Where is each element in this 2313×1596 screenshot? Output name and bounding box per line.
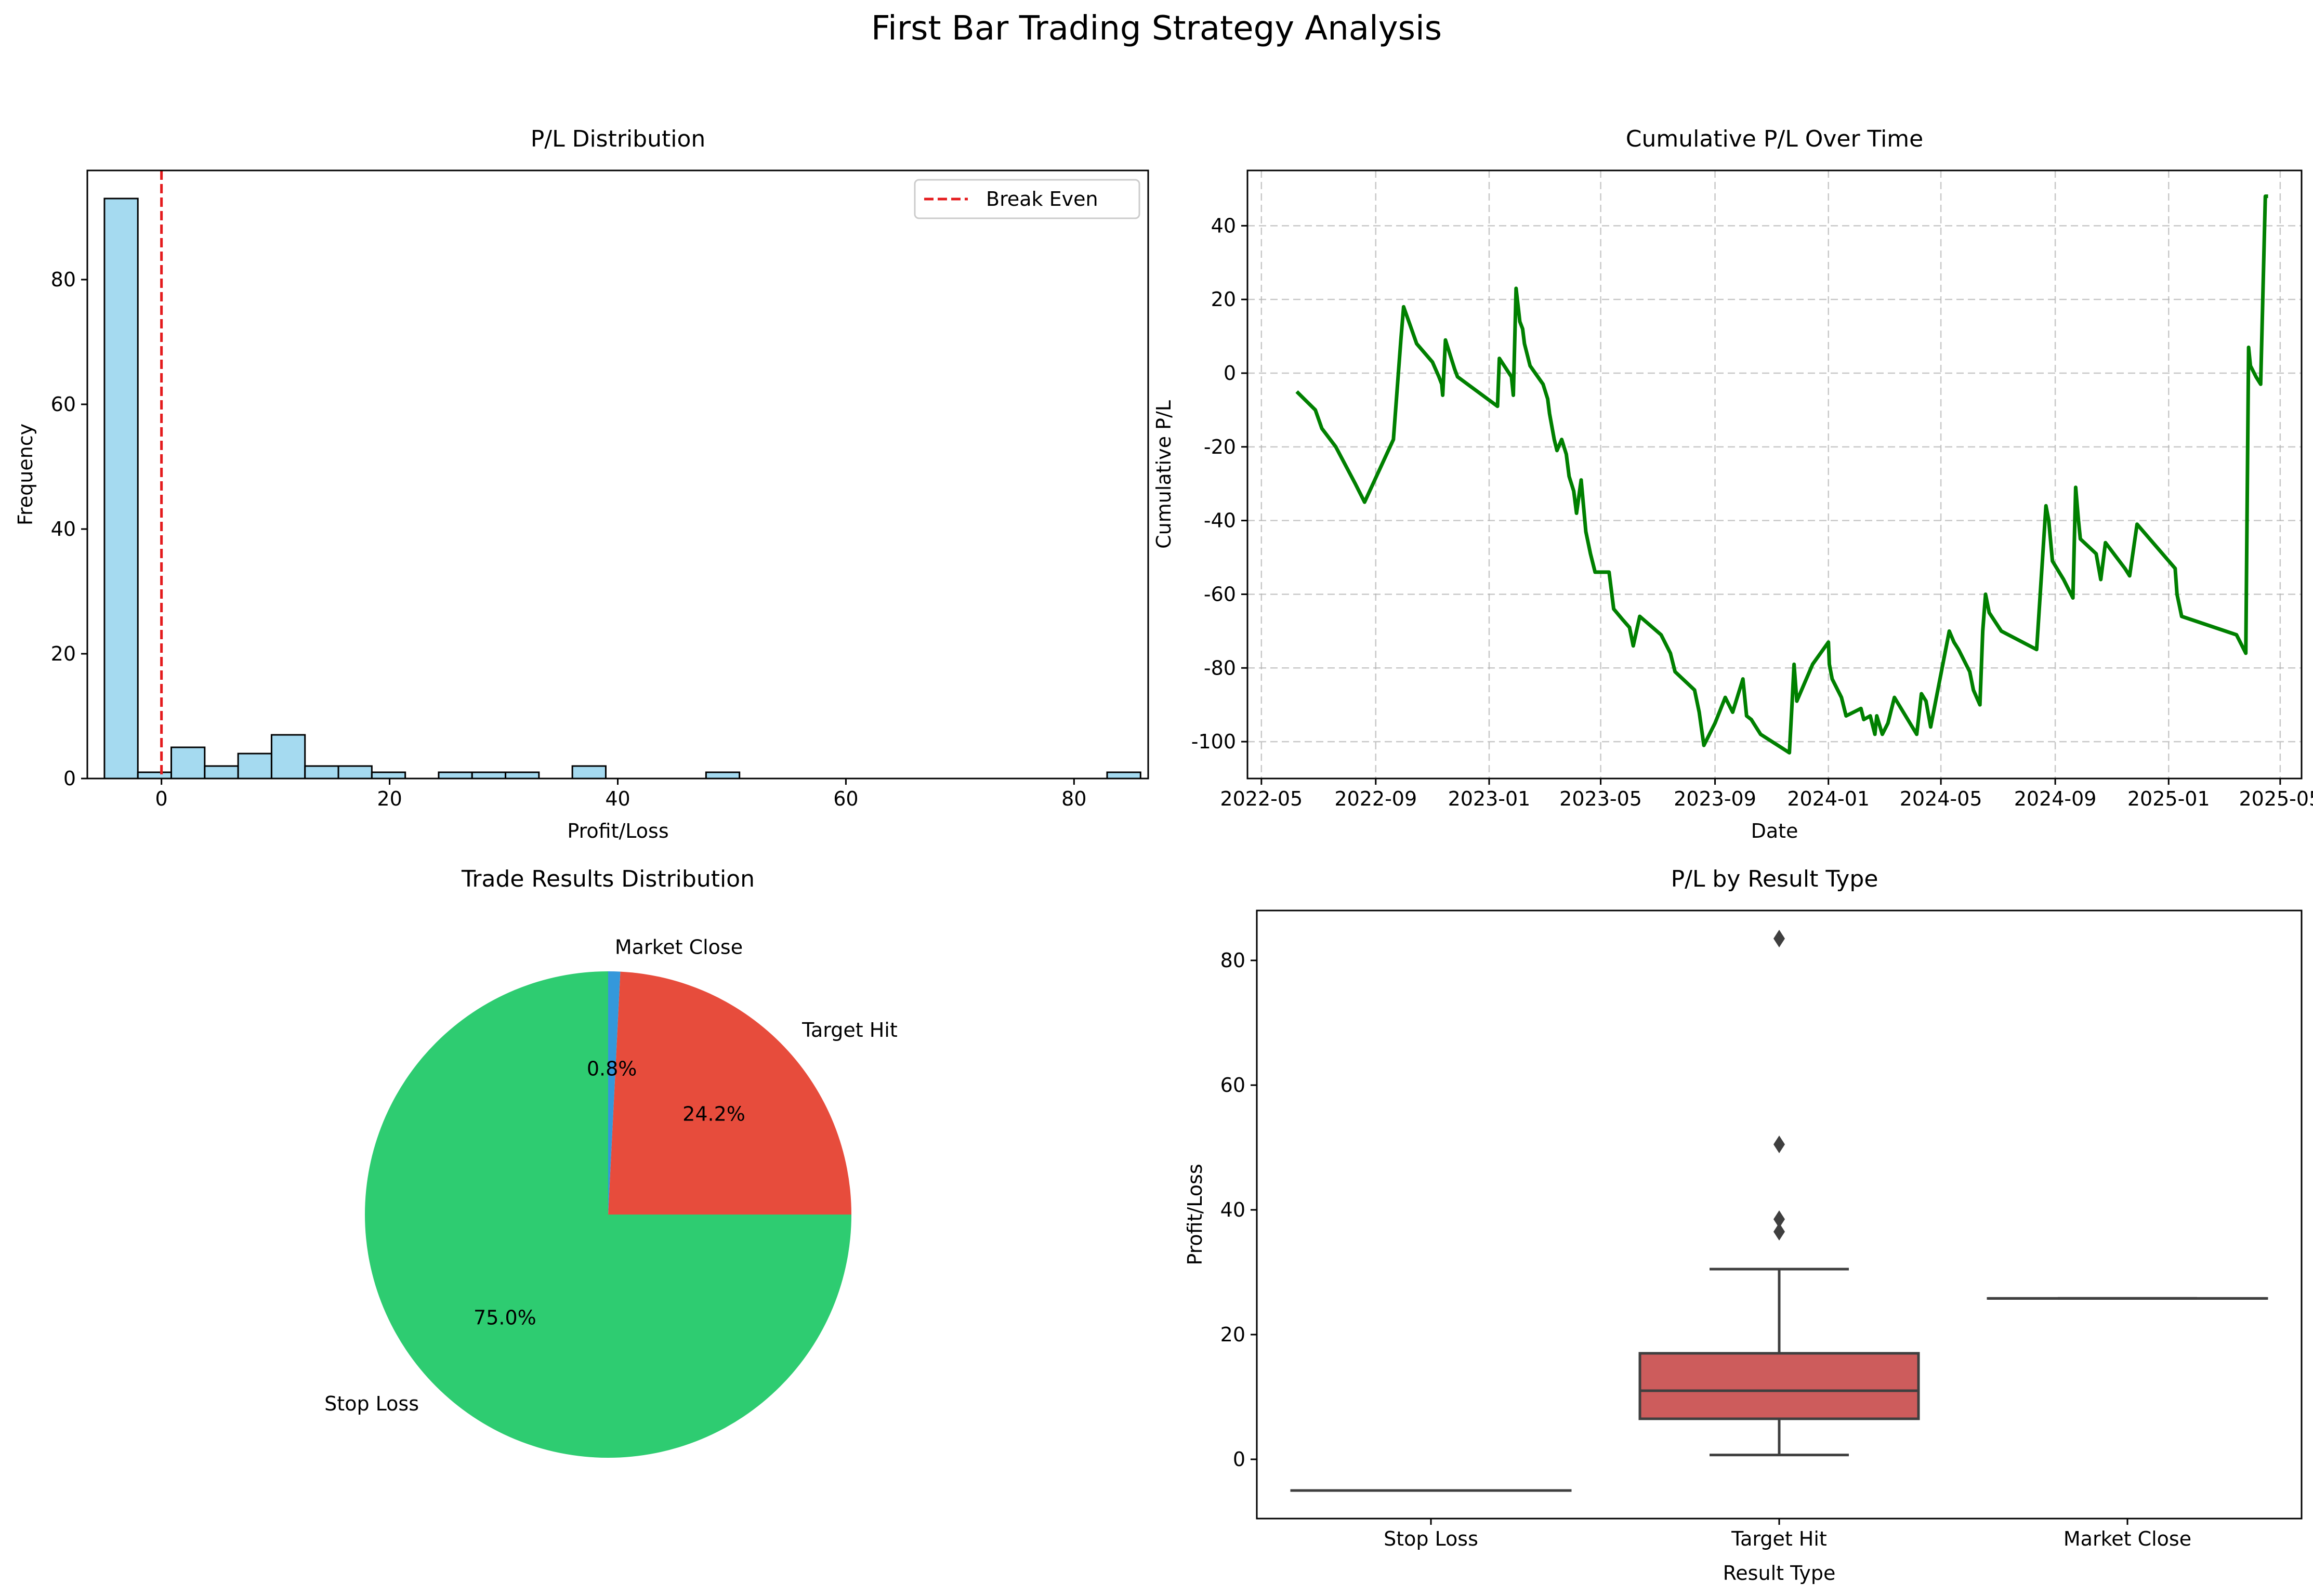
histogram-y-label: Frequency [14, 424, 37, 525]
histogram-bar [705, 771, 741, 780]
x-tick-label: 40 [605, 787, 630, 810]
box-x-label: Result Type [1723, 1562, 1836, 1585]
histogram-bar [438, 771, 473, 780]
line-frame [1246, 169, 2303, 780]
box-outlier [1773, 1210, 1785, 1228]
histogram-frame [86, 169, 1149, 780]
x-tick-label: Target Hit [1731, 1527, 1827, 1550]
y-tick-label: 0 [1233, 1448, 1245, 1471]
box-outlier [1773, 1223, 1785, 1241]
y-tick-label: -60 [1204, 583, 1236, 605]
x-tick-label: 0 [155, 787, 168, 810]
trade-results-pie-chart: Trade Results Distribution Stop Loss 75.0… [324, 866, 898, 1458]
histogram-legend: Break Even [914, 179, 1140, 219]
x-tick-label: 2025-05 [2239, 787, 2313, 810]
x-tick-label: 2023-05 [1559, 787, 1642, 810]
pie-title: Trade Results Distribution [461, 866, 755, 892]
y-tick-label: -40 [1204, 509, 1236, 532]
cumulative-pl-line [1295, 194, 2268, 755]
histogram-x-label: Profit/Loss [567, 820, 668, 842]
box-outlier [1773, 1136, 1785, 1153]
y-tick-label: 40 [51, 518, 76, 540]
line-y-label: Cumulative P/L [1152, 400, 1175, 549]
y-tick-label: -20 [1204, 436, 1236, 458]
pie-slice [608, 971, 851, 1215]
x-tick-label: 2024-05 [1900, 787, 1982, 810]
histogram-title: P/L Distribution [531, 126, 706, 152]
x-tick-label: Market Close [2064, 1527, 2191, 1550]
histogram-bar [371, 771, 406, 780]
histogram-bar [571, 765, 607, 780]
box-outlier [1773, 930, 1785, 947]
y-tick-label: -100 [1191, 730, 1236, 753]
histogram-bar [505, 771, 540, 780]
x-tick-label: 2024-09 [2014, 787, 2097, 810]
y-tick-label: 40 [1220, 1198, 1245, 1221]
histogram-bar [103, 197, 139, 780]
x-tick-label: 80 [1061, 787, 1086, 810]
line-x-label: Date [1751, 820, 1798, 842]
y-tick-label: 0 [1224, 362, 1236, 385]
box-iqr [1638, 1352, 1920, 1420]
y-tick-label: 20 [1220, 1323, 1245, 1346]
pie-pct-label: 75.0% [474, 1307, 536, 1329]
histogram-bar [237, 753, 272, 780]
line-title: Cumulative P/L Over Time [1626, 126, 1923, 152]
y-tick-label: 20 [1211, 288, 1236, 311]
histogram-bar [137, 771, 173, 780]
y-tick-label: 0 [63, 767, 76, 790]
histogram-bar [337, 765, 373, 780]
pie-slice-label: Target Hit [801, 1019, 898, 1041]
y-tick-label: 80 [51, 268, 76, 291]
pie-pct-label: 0.8% [587, 1057, 637, 1080]
box-y-label: Profit/Loss [1184, 1164, 1206, 1265]
pie-slice-label: Stop Loss [324, 1392, 419, 1415]
pie-slice [608, 971, 621, 1215]
y-tick-label: 40 [1211, 214, 1236, 237]
x-tick-label: 2023-01 [1448, 787, 1531, 810]
legend-break-even-label: Break Even [986, 188, 1098, 210]
y-tick-label: 20 [51, 642, 76, 665]
histogram-bar [270, 734, 306, 780]
y-tick-label: 80 [1220, 949, 1245, 972]
x-tick-label: 2022-09 [1334, 787, 1417, 810]
histogram-bar [170, 746, 206, 780]
pie-pct-label: 24.2% [682, 1103, 745, 1126]
histogram-bar [304, 765, 339, 780]
pl-by-result-type-chart: P/L by Result Type Stop Loss Target Hit Ma… [1184, 866, 2303, 1585]
figure-title: First Bar Trading Strategy Analysis [871, 9, 1442, 48]
y-tick-label: 60 [1220, 1074, 1245, 1097]
histogram-bar [471, 771, 507, 780]
histogram-bar [204, 765, 239, 780]
x-tick-label: 60 [833, 787, 858, 810]
y-tick-label: 60 [51, 393, 76, 416]
x-tick-label: 2022-05 [1220, 787, 1303, 810]
pl-distribution-chart: P/L Distribution 0 20 40 60 80 0 20 40 60 80 Prof… [14, 126, 1149, 842]
x-tick-label: 20 [377, 787, 402, 810]
cumulative-pl-chart: Cumulative P/L Over Time 2022-05 2022-09 2… [1152, 126, 2313, 842]
x-tick-label: 2024-01 [1787, 787, 1870, 810]
legend-box [914, 179, 1140, 219]
x-tick-label: 2025-01 [2127, 787, 2210, 810]
x-tick-label: 2023-09 [1674, 787, 1756, 810]
pie-slice-label: Market Close [615, 935, 743, 958]
box-title: P/L by Result Type [1671, 866, 1878, 892]
x-tick-label: Stop Loss [1384, 1527, 1478, 1550]
histogram-bar [1106, 771, 1141, 780]
y-tick-label: -80 [1204, 656, 1236, 679]
